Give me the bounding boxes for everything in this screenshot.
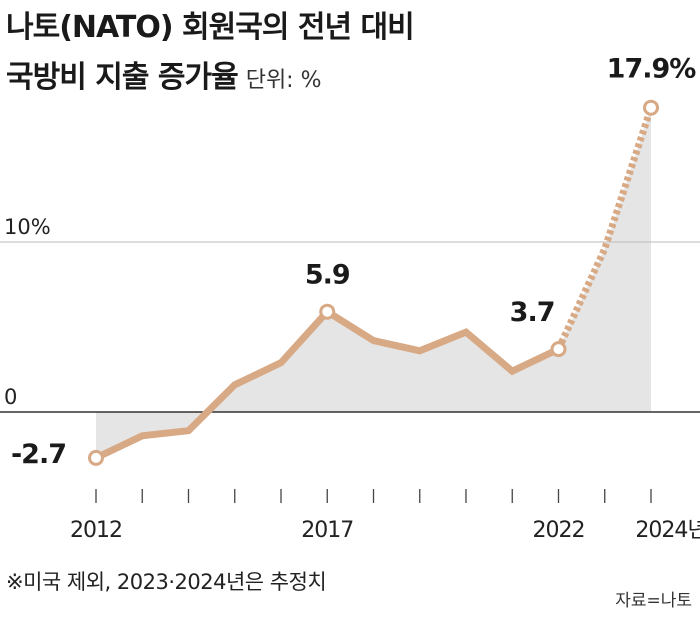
y-tick-label-0: 10% [4, 215, 51, 239]
y-tick-label-1: 0 [4, 385, 17, 409]
area-fill [96, 107, 651, 458]
data-label-2017: 5.9 [305, 260, 350, 291]
footnote: ※미국 제외, 2023·2024년은 추정치 [6, 570, 327, 594]
x-tick-label-2012: 2012 [70, 518, 122, 543]
data-label-2022: 3.7 [510, 297, 555, 328]
line-chart: 10% 0 2012 2017 2022 2024년 -2.7 5.9 3.7 17.9% [0, 54, 700, 543]
data-point-2024 [643, 99, 659, 116]
data-label-2012: -2.7 [11, 439, 66, 470]
chart-title-line1: 나토(NATO) 회원국의 전년 대비 [6, 10, 415, 45]
source-label: 자료=나토 [615, 591, 692, 611]
chart-title-line2: 국방비 지출 증가율 단위: % [6, 52, 322, 96]
data-point-2022 [550, 341, 567, 358]
chart-title-text: 국방비 지출 증가율 [6, 60, 239, 95]
series-line-estimate [555, 106, 655, 351]
data-point-2012 [88, 449, 104, 466]
x-tick-label-2022: 2022 [533, 518, 585, 543]
x-tick-label-2017: 2017 [301, 518, 353, 543]
unit-label: 단위: % [245, 68, 322, 93]
x-tick-label-2024: 2024년 [635, 518, 700, 543]
data-point-2017 [319, 303, 336, 320]
data-label-2024: 17.9% [607, 54, 697, 85]
